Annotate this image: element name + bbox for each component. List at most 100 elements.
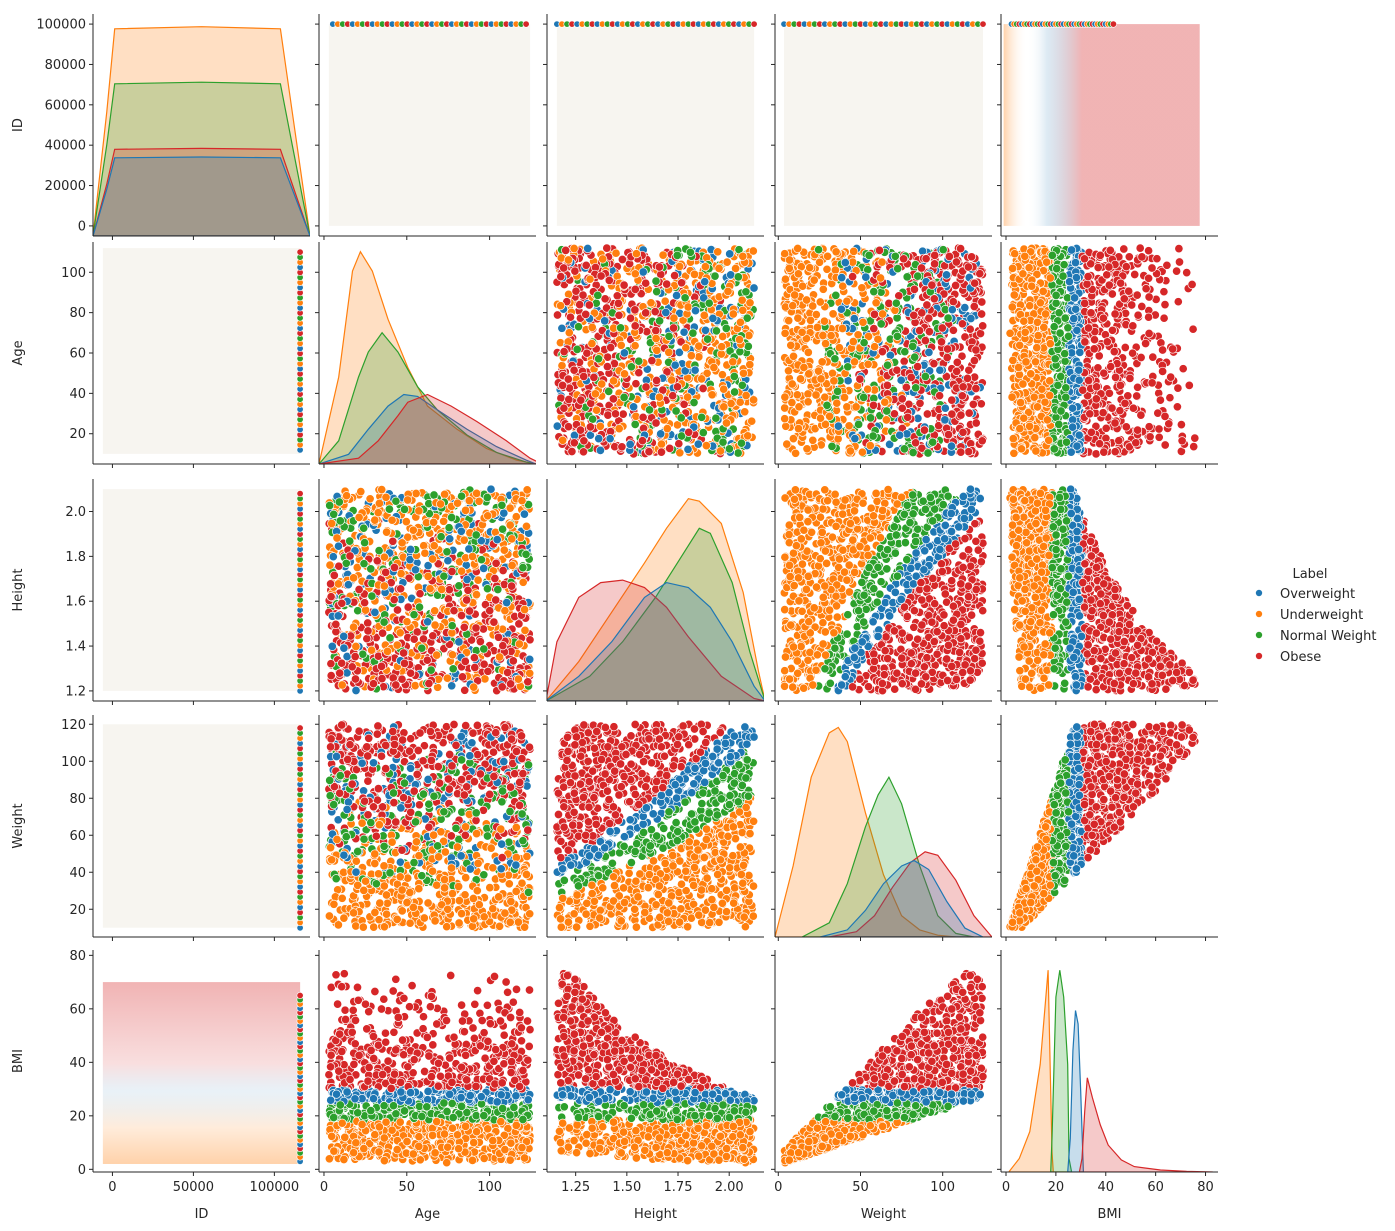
- scatter-point: [952, 357, 962, 367]
- y-tick-label: 0: [78, 219, 86, 234]
- scatter-point: [979, 20, 987, 28]
- scatter-point: [913, 362, 923, 372]
- scatter-point: [794, 402, 804, 412]
- scatter-point: [1007, 302, 1017, 312]
- scatter-point: [861, 272, 871, 282]
- scatter-point: [1052, 264, 1062, 274]
- scatter-point: [1107, 403, 1117, 413]
- scatter-point: [971, 383, 981, 394]
- scatter-point: [748, 246, 758, 256]
- scatter-point: [698, 428, 708, 438]
- scatter-point: [964, 447, 974, 457]
- scatter-point: [1083, 272, 1093, 282]
- scatter-point: [1098, 408, 1108, 418]
- y-tick-label: 80: [69, 306, 86, 321]
- scatter-point: [626, 313, 636, 323]
- scatter-point: [561, 245, 571, 255]
- scatter-point: [1080, 298, 1090, 308]
- scatter-point: [584, 300, 594, 310]
- scatter-point: [855, 374, 865, 384]
- y-tick-label: 1.4: [65, 640, 86, 655]
- cell-id-vs-bmi: [997, 14, 1218, 240]
- scatter-point: [1018, 379, 1028, 389]
- scatter-point: [592, 405, 602, 415]
- scatter-point: [1030, 357, 1041, 367]
- scatter-point: [1056, 371, 1066, 382]
- scatter-point: [356, 487, 366, 497]
- scatter-point: [651, 333, 661, 344]
- scatter-point: [1025, 421, 1035, 431]
- scatter-point: [1086, 308, 1096, 318]
- scatter-point: [1020, 251, 1030, 261]
- scatter-point: [924, 327, 934, 337]
- scatter-point: [1131, 438, 1141, 448]
- scatter-point: [1158, 366, 1168, 376]
- cell-age-vs-weight: [771, 242, 992, 468]
- scatter-point: [969, 301, 979, 312]
- scatter-point: [1160, 411, 1170, 421]
- scatter-point: [654, 262, 664, 272]
- scatter-point: [924, 347, 934, 357]
- scatter-point: [928, 437, 938, 447]
- scatter-point: [865, 441, 875, 451]
- scatter-point: [917, 308, 927, 318]
- scatter-point: [1042, 415, 1052, 425]
- scatter-point: [556, 272, 566, 282]
- scatter-point: [614, 310, 624, 320]
- scatter-point: [977, 436, 987, 446]
- scatter-point: [1127, 300, 1137, 310]
- scatter-point: [569, 438, 579, 448]
- scatter-point: [651, 326, 661, 336]
- scatter-point: [882, 360, 893, 370]
- scatter-point: [975, 269, 985, 279]
- scatter-point: [618, 409, 628, 419]
- scatter-point: [977, 309, 987, 319]
- scatter-point: [1035, 298, 1045, 308]
- scatter-point: [780, 414, 790, 424]
- scatter-point: [652, 375, 662, 386]
- scatter-point: [1060, 349, 1070, 359]
- scatter-point: [863, 384, 873, 394]
- scatter-point: [1110, 309, 1120, 319]
- scatter-point: [587, 339, 597, 349]
- scatter-point: [575, 425, 586, 435]
- scatter-point: [785, 255, 795, 265]
- kde-underweight: [319, 250, 536, 464]
- scatter-point: [806, 315, 816, 325]
- scatter-point: [813, 366, 824, 376]
- scatter-point: [788, 351, 799, 361]
- scatter-point: [864, 250, 874, 260]
- scatter-point: [1128, 403, 1138, 413]
- scatter-point: [851, 402, 861, 412]
- scatter-point: [1009, 290, 1019, 300]
- scatter-point: [1047, 250, 1057, 260]
- scatter-point: [857, 447, 867, 457]
- scatter-point: [917, 443, 927, 453]
- scatter-point: [857, 283, 867, 293]
- scatter-point: [880, 397, 890, 407]
- cell-age-vs-age: [315, 242, 536, 468]
- scatter-point: [820, 392, 830, 402]
- scatter-point: [909, 284, 919, 294]
- scatter-point: [1144, 422, 1154, 432]
- scatter-point: [788, 301, 798, 311]
- scatter-point: [1144, 312, 1154, 322]
- kde-normal-weight: [319, 331, 536, 464]
- scatter-point: [1178, 364, 1188, 374]
- scatter-point: [956, 244, 966, 254]
- scatter-point: [1109, 20, 1117, 28]
- scatter-point: [828, 309, 838, 319]
- scatter-point: [578, 447, 589, 457]
- scatter-point: [882, 406, 892, 416]
- scatter-point: [582, 348, 592, 358]
- scatter-point: [803, 347, 813, 357]
- scatter-point: [1020, 327, 1030, 337]
- scatter-point: [935, 391, 945, 401]
- scatter-point: [1070, 293, 1080, 303]
- scatter-point: [711, 413, 721, 423]
- scatter-point: [637, 436, 648, 446]
- scatter-point: [557, 361, 567, 371]
- scatter-point: [780, 249, 790, 259]
- y-tick-label: 60000: [45, 98, 86, 113]
- scatter-point: [784, 316, 794, 326]
